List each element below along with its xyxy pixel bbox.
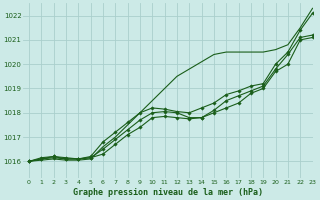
X-axis label: Graphe pression niveau de la mer (hPa): Graphe pression niveau de la mer (hPa): [73, 188, 263, 197]
